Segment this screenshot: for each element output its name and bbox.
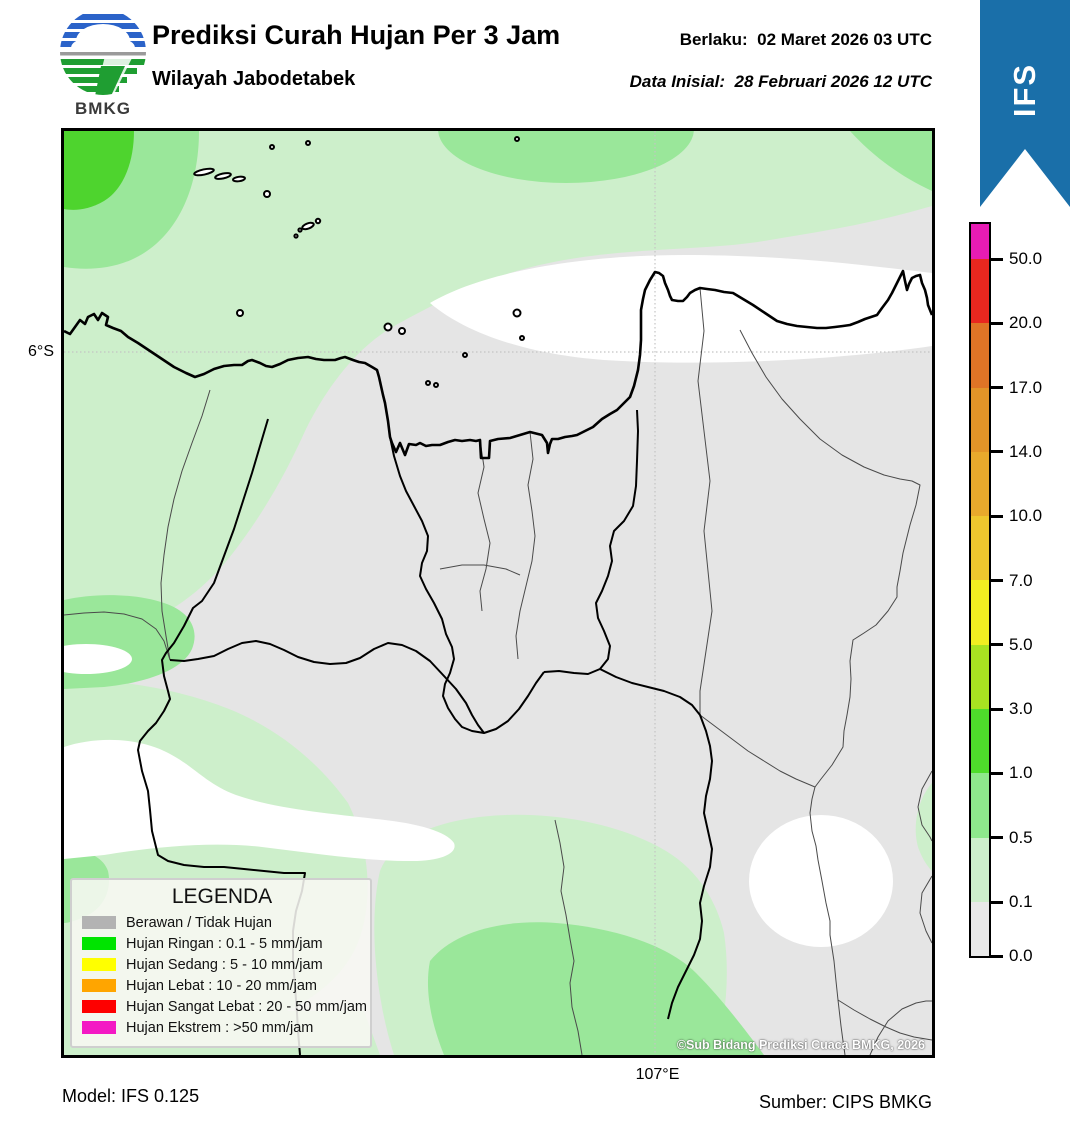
page-subtitle: Wilayah Jabodetabek xyxy=(152,68,356,90)
lat-tick-label: 6°S xyxy=(28,343,54,360)
colorbar-tick-mark xyxy=(991,450,1003,454)
graticule xyxy=(64,131,932,1055)
map-region-heavier-rain xyxy=(64,131,134,210)
colorbar-tick-mark xyxy=(991,643,1003,647)
colorbar-segment xyxy=(971,451,989,517)
legend-label: Hujan Ringan : 0.1 - 5 mm/jam xyxy=(126,935,323,952)
legend-item: Hujan Lebat : 10 - 20 mm/jam xyxy=(82,975,362,996)
colorbar-segment xyxy=(971,580,989,645)
valid-time-value: 02 Maret 2026 03 UTC xyxy=(757,30,932,49)
bmkg-logo-icon xyxy=(60,9,146,95)
map-region-clear xyxy=(64,255,932,947)
legend-label: Hujan Sangat Lebat : 20 - 50 mm/jam xyxy=(126,998,367,1015)
legend-item: Hujan Sedang : 5 - 10 mm/jam xyxy=(82,954,362,975)
colorbar-tick-mark xyxy=(991,707,1003,711)
legend-label: Hujan Lebat : 10 - 20 mm/jam xyxy=(126,977,318,994)
coastline xyxy=(64,269,932,460)
colorbar-segment xyxy=(971,387,989,452)
model-label: Model: IFS 0.125 xyxy=(62,1086,200,1106)
colorbar-segment xyxy=(971,323,989,388)
colorbar-segment xyxy=(971,709,989,774)
colorbar-segment xyxy=(971,773,989,838)
legend-label: Hujan Sedang : 5 - 10 mm/jam xyxy=(126,956,323,973)
colorbar-tick-label: 50.0 xyxy=(1009,249,1043,268)
legend-item: Berawan / Tidak Hujan xyxy=(82,912,362,933)
valid-time-label: Berlaku: xyxy=(679,30,748,49)
colorbar-tick-mark xyxy=(991,514,1003,518)
colorbar-segment xyxy=(971,901,989,956)
initial-time: Data Inisial: 28 Februari 2026 12 UTC xyxy=(430,72,932,92)
model-ribbon-label: IFS xyxy=(1006,62,1042,118)
map-legend: LEGENDA Berawan / Tidak Hujan Hujan Ring… xyxy=(70,878,372,1048)
map-frame xyxy=(61,128,935,1058)
colorbar-tick-mark xyxy=(991,954,1003,958)
colorbar-segment xyxy=(971,644,989,710)
colorbar-tick-label: 0.0 xyxy=(1009,946,1033,965)
colorbar-tick-label: 5.0 xyxy=(1009,634,1033,654)
colorbar-scale xyxy=(969,222,991,958)
valid-time: Berlaku: 02 Maret 2026 03 UTC xyxy=(430,30,932,50)
initial-time-value: 28 Februari 2026 12 UTC xyxy=(734,72,932,91)
map-copyright: ©Sub Bidang Prediksi Cuaca BMKG, 2026 xyxy=(676,1038,925,1052)
legend-item: Hujan Sangat Lebat : 20 - 50 mm/jam xyxy=(82,996,367,1017)
colorbar-tick-mark xyxy=(991,257,1003,261)
legend-swatch-moderate-icon xyxy=(82,958,116,971)
legend-swatch-light-icon xyxy=(82,937,116,950)
colorbar-tick-mark xyxy=(991,579,1003,582)
legend-item: Hujan Ekstrem : >50 mm/jam xyxy=(82,1017,362,1038)
source-label: Sumber: CIPS BMKG xyxy=(758,1092,932,1112)
map-canvas xyxy=(64,131,932,1055)
bmkg-logo-text: BMKG xyxy=(75,99,131,118)
colorbar-segment xyxy=(971,837,989,902)
legend-swatch-extreme-icon xyxy=(82,1021,116,1034)
colorbar-tick-label: 1.0 xyxy=(1009,763,1033,783)
colorbar-tick-mark xyxy=(991,386,1003,390)
colorbar-tick-mark xyxy=(991,836,1003,840)
province-boundaries xyxy=(137,409,713,1055)
page-title: Prediksi Curah Hujan Per 3 Jam xyxy=(152,20,561,50)
legend-swatch-cloudy-icon xyxy=(82,916,116,929)
colorbar-tick-label: 10.0 xyxy=(1009,506,1043,526)
legend-label: Berawan / Tidak Hujan xyxy=(126,914,272,931)
colorbar-segment xyxy=(971,259,989,324)
colorbar-tick-label: 0.1 xyxy=(1009,892,1033,911)
lon-tick-label: 107°E xyxy=(635,1066,680,1083)
bmkg-logo: BMKG xyxy=(55,8,151,118)
colorbar-tick-label: 17.0 xyxy=(1009,377,1043,397)
colorbar-segment xyxy=(971,516,989,581)
colorbar-tick-label: 0.5 xyxy=(1009,827,1033,847)
legend-item: Hujan Ringan : 0.1 - 5 mm/jam xyxy=(82,933,362,954)
colorbar: 50.0 20.0 17.0 14.0 10.0 7.0 5.0 3.0 1.0 0.5 0.1 0.… xyxy=(969,222,1042,965)
colorbar-tick-label: 7.0 xyxy=(1009,570,1033,590)
colorbar-tick-mark xyxy=(991,321,1003,325)
colorbar-tick-mark xyxy=(991,771,1003,775)
colorbar-tick-label: 3.0 xyxy=(1009,699,1033,719)
colorbar-tick-label: 20.0 xyxy=(1009,313,1043,333)
model-ribbon: IFS xyxy=(980,0,1070,207)
initial-time-label: Data Inisial: xyxy=(629,72,726,91)
colorbar-tick-label: 14.0 xyxy=(1009,441,1043,461)
district-boundaries xyxy=(64,287,932,1055)
legend-swatch-very-heavy-icon xyxy=(82,1000,116,1013)
colorbar-tick-mark xyxy=(991,900,1003,904)
legend-title: LEGENDA xyxy=(171,885,273,908)
islands xyxy=(193,136,525,388)
legend-label: Hujan Ekstrem : >50 mm/jam xyxy=(126,1019,314,1036)
colorbar-segment xyxy=(971,224,989,259)
legend-swatch-heavy-icon xyxy=(82,979,116,992)
